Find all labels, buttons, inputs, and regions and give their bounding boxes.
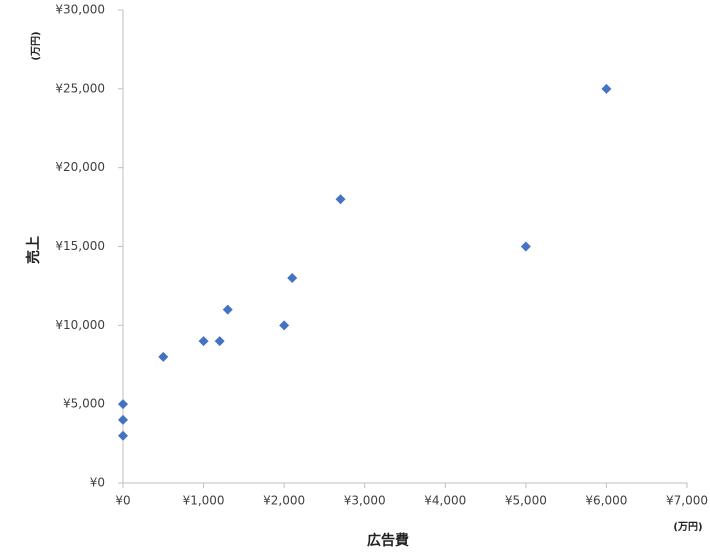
y-axis-title: 売上 bbox=[25, 236, 42, 264]
x-tick-label: ¥3,000 bbox=[344, 494, 386, 508]
x-tick-label: ¥4,000 bbox=[424, 494, 466, 508]
y-tick-label: ¥10,000 bbox=[55, 318, 105, 332]
x-tick-label: ¥0 bbox=[115, 494, 130, 508]
point bbox=[335, 194, 346, 205]
point bbox=[118, 430, 128, 441]
x-axis-title: 広告費 bbox=[367, 532, 409, 549]
x-tick-label: ¥2,000 bbox=[263, 494, 305, 508]
point bbox=[520, 241, 531, 252]
point bbox=[287, 273, 298, 284]
point bbox=[222, 304, 233, 315]
point bbox=[158, 351, 169, 362]
y-tick-label: ¥0 bbox=[90, 476, 105, 490]
y-tick-label: ¥25,000 bbox=[55, 81, 105, 95]
y-tick-label: ¥15,000 bbox=[55, 239, 105, 253]
y-tick-label: ¥30,000 bbox=[55, 3, 105, 17]
y-unit: (万円) bbox=[30, 31, 42, 60]
x-tick-label: ¥6,000 bbox=[585, 494, 627, 508]
y-tick-label: ¥20,000 bbox=[55, 160, 105, 174]
x-tick-label: ¥1,000 bbox=[183, 494, 225, 508]
x-tick-label: ¥7,000 bbox=[666, 494, 708, 508]
point bbox=[118, 399, 128, 410]
x-unit: (万円) bbox=[673, 521, 702, 533]
y-tick-label: ¥5,000 bbox=[63, 397, 105, 411]
x-tick-label: ¥5,000 bbox=[505, 494, 547, 508]
point bbox=[279, 320, 290, 331]
point bbox=[601, 83, 612, 94]
point bbox=[198, 336, 209, 347]
point bbox=[214, 336, 225, 347]
point bbox=[118, 414, 128, 425]
